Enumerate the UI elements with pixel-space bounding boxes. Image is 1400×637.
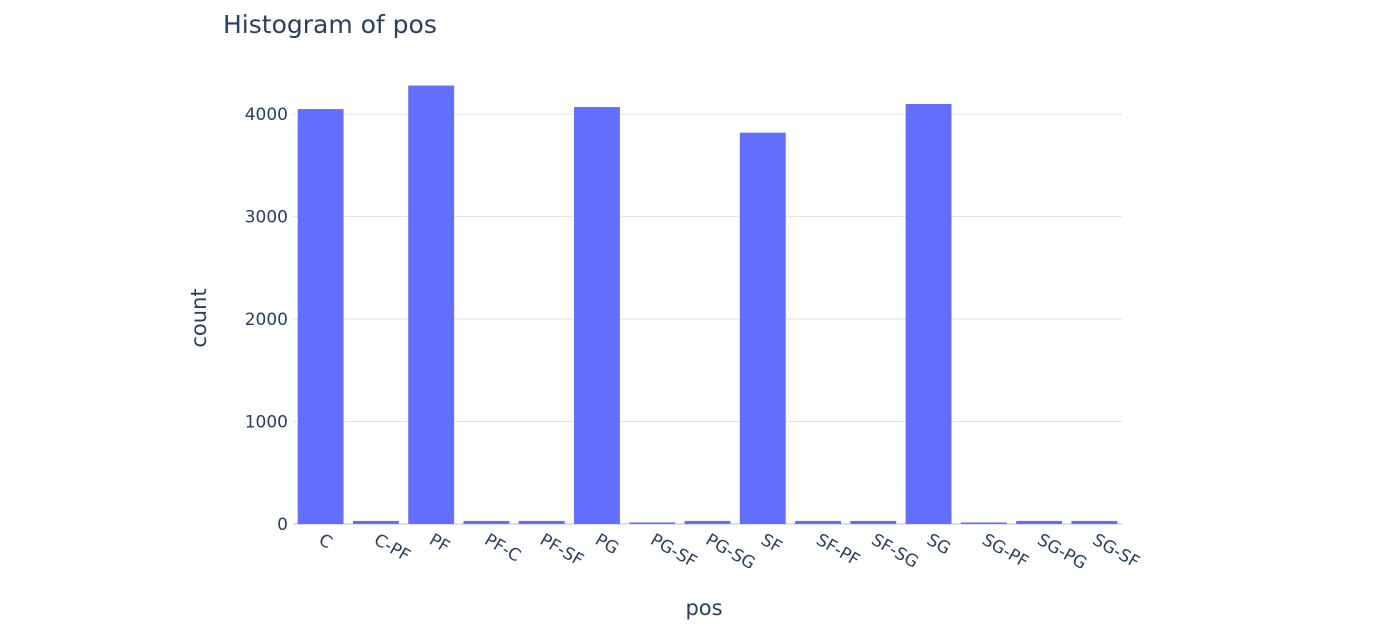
y-tick-label: 4000: [245, 105, 288, 125]
bar-sf-sg[interactable]: [850, 520, 897, 524]
bar-sg-sf[interactable]: [1071, 520, 1118, 524]
bar-sf[interactable]: [739, 132, 786, 524]
bars: [297, 85, 1118, 524]
x-tick-label: PG-SF: [647, 530, 700, 572]
x-tick-label: SF-SG: [868, 530, 922, 573]
x-tick-label: SF: [757, 530, 785, 558]
chart-title: Histogram of pos: [223, 10, 437, 39]
bar-pg-sg[interactable]: [684, 520, 731, 524]
x-tick-label: SG-PF: [978, 530, 1031, 572]
y-tick-label: 0: [277, 515, 288, 535]
bar-sg-pg[interactable]: [1016, 520, 1063, 524]
x-tick-label: SG-SF: [1089, 530, 1143, 573]
bar-sg[interactable]: [905, 103, 952, 524]
x-axis-title: pos: [685, 596, 722, 620]
bar-pg[interactable]: [574, 107, 620, 524]
bar-pf-c[interactable]: [463, 520, 510, 524]
y-tick-label: 1000: [245, 413, 288, 433]
bar-pf[interactable]: [408, 85, 455, 524]
bar-pg-sf[interactable]: [629, 522, 676, 524]
x-tick-label: PG: [591, 530, 621, 559]
bar-c-pf[interactable]: [352, 520, 399, 524]
bar-sg-pf[interactable]: [960, 522, 1007, 524]
x-tick-label: PF-SF: [536, 530, 586, 571]
y-tick-label: 2000: [245, 310, 288, 330]
y-tick-label: 3000: [245, 208, 288, 228]
x-tick-label: C-PF: [370, 530, 413, 566]
x-tick-label: PF: [426, 530, 453, 557]
x-tick-label: SG: [923, 530, 954, 559]
y-axis-title: count: [187, 288, 211, 347]
x-tick-label: C: [315, 530, 335, 553]
bar-c[interactable]: [297, 109, 344, 524]
x-tick-label: SG-PG: [1034, 530, 1090, 574]
x-tick-label: SF-PF: [813, 530, 863, 571]
bar-sf-pf[interactable]: [795, 520, 841, 524]
x-tick-label: PG-SG: [702, 530, 758, 574]
bar-pf-sf[interactable]: [518, 520, 565, 524]
x-tick-label: PF-C: [481, 530, 524, 566]
y-axis-ticks: 0 1000 2000 3000 4000: [245, 105, 288, 535]
